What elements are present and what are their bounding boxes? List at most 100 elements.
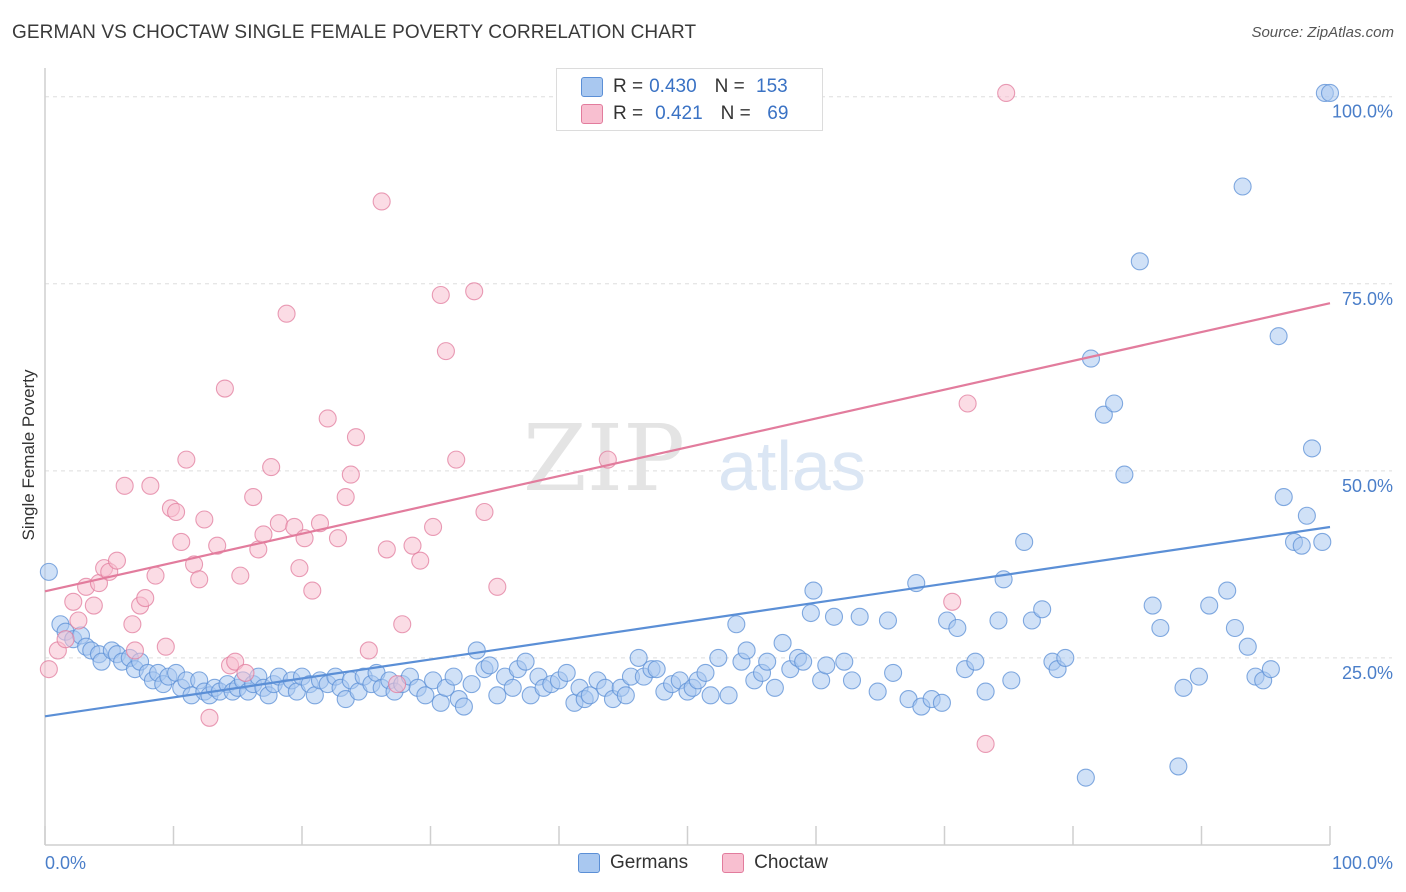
germans-point [1225, 618, 1244, 638]
choctaw-point [943, 592, 962, 611]
germans-point [616, 686, 635, 705]
germans-point [696, 663, 715, 682]
point-layer [39, 83, 1340, 787]
choctaw-point [277, 304, 296, 323]
germans-point [580, 686, 599, 705]
germans-point [868, 682, 887, 701]
germans-point [794, 652, 813, 671]
y-tick-label: 50.0% [1342, 476, 1393, 496]
choctaw-point [424, 517, 443, 537]
choctaw-point [84, 596, 103, 615]
n-label: N = [714, 76, 751, 97]
n-label: N = [720, 103, 757, 124]
choctaw-point [318, 409, 337, 428]
tick-layer: 25.0% 50.0% 75.0% 100.0% 0.0% 100.0% [45, 102, 1393, 873]
choctaw-point [115, 476, 134, 495]
choctaw-point [56, 630, 75, 649]
germans-point [801, 603, 820, 623]
choctaw-point [177, 450, 196, 469]
germans-point [39, 562, 58, 581]
y-tick-label: 75.0% [1342, 289, 1393, 309]
germans-point [488, 686, 507, 705]
germans-point [1269, 327, 1288, 346]
germans-point [454, 697, 473, 716]
germans-point [1292, 536, 1311, 555]
germans-point [758, 652, 777, 671]
axis-layer [44, 68, 1331, 846]
choctaw-point [976, 734, 995, 754]
germans-point [480, 656, 499, 675]
germans-point [1302, 439, 1322, 458]
germans-point [1320, 83, 1340, 103]
choctaw-point [156, 637, 175, 656]
choctaw-point [39, 660, 58, 679]
germans-point [1015, 532, 1034, 551]
germans-point [1297, 506, 1316, 525]
germans-point [516, 652, 535, 671]
choctaw-point [346, 428, 366, 447]
n-value: 153 [756, 76, 788, 97]
choctaw-point [269, 514, 288, 533]
germans-point [1002, 671, 1021, 690]
germans-point [1174, 678, 1193, 697]
choctaw-point [190, 570, 209, 589]
legend-label-choctaw: Choctaw [754, 852, 829, 873]
y-axis-label: Single Female Poverty [19, 369, 38, 541]
stats-legend-row-choctaw: R = 0.421 N = 69 [581, 102, 788, 126]
germans-point [932, 693, 951, 712]
x-tick-label: 100.0% [1332, 853, 1393, 873]
germans-point [850, 607, 869, 626]
choctaw-point [997, 83, 1016, 103]
germans-point [976, 682, 995, 701]
choctaw-point [403, 536, 422, 555]
germans-point [884, 663, 903, 682]
choctaw-point [236, 663, 255, 682]
choctaw-point [208, 536, 227, 555]
germans-point [92, 652, 111, 671]
choctaw-point [303, 581, 322, 600]
germans-point [1151, 618, 1170, 638]
x-tick-label: 0.0% [45, 853, 86, 873]
germans-point [444, 667, 463, 686]
choctaw-point [226, 652, 245, 671]
germans-point [701, 686, 720, 705]
germans-point [647, 660, 666, 679]
choctaw-point [372, 192, 391, 211]
choctaw-point [447, 450, 466, 469]
germans-point [719, 686, 738, 705]
germans-point [1130, 252, 1149, 271]
choctaw-point [146, 566, 165, 585]
stats-legend-row-germans: R = 0.430 N = 153 [581, 75, 788, 99]
choctaw-point [107, 551, 127, 570]
choctaw-legend-swatch [722, 853, 745, 873]
germans-point [431, 693, 450, 712]
germans-point [966, 652, 985, 671]
germans-point [629, 648, 648, 667]
choctaw-point [172, 532, 191, 551]
germans-point [804, 581, 823, 600]
choctaw-point [290, 559, 309, 578]
choctaw-point [328, 529, 348, 548]
germans-point [1169, 757, 1188, 776]
choctaw-point [359, 641, 378, 660]
germans-point [1313, 532, 1332, 551]
germans-point [1033, 600, 1052, 619]
choctaw-point [336, 487, 355, 507]
n-value: 69 [762, 103, 789, 124]
choctaw-point [64, 592, 83, 611]
choctaw-point [436, 342, 455, 361]
legend-label-germans: Germans [609, 852, 689, 873]
choctaw-point [244, 487, 263, 507]
legend-item-germans[interactable]: Germans [577, 852, 689, 874]
germans-point [416, 686, 435, 705]
r-value: 0.421 [655, 103, 703, 124]
germans-trend-line [44, 525, 1331, 718]
legend-item-choctaw[interactable]: Choctaw [722, 852, 828, 874]
germans-point [817, 656, 836, 675]
choctaw-point [431, 285, 450, 305]
choctaw-point [475, 502, 494, 522]
chart-title: GERMAN VS CHOCTAW SINGLE FEMALE POVERTY … [12, 22, 697, 43]
germans-point [1274, 487, 1293, 507]
germans-point [765, 678, 784, 697]
r-value: 0.430 [649, 76, 697, 97]
